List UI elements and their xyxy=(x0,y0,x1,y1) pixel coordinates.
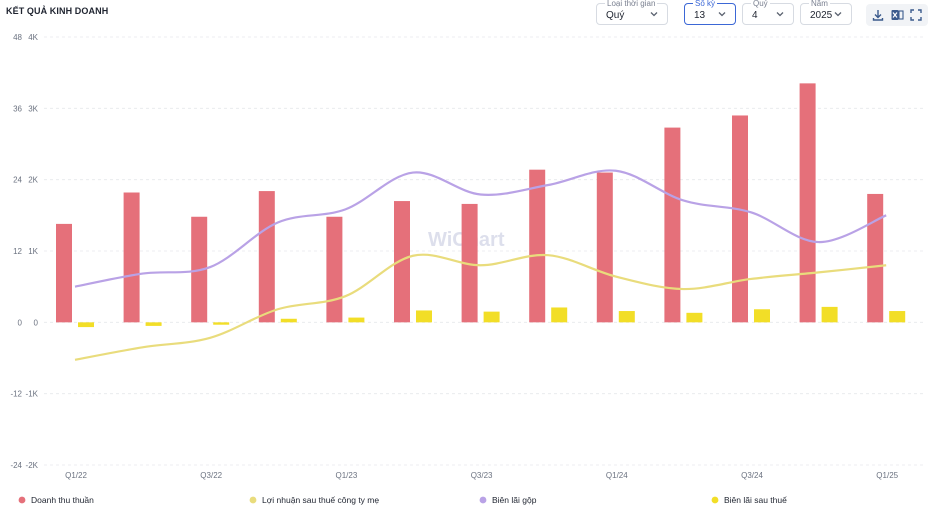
quarter-select[interactable]: Quý 4 xyxy=(742,0,794,25)
revenue-bar xyxy=(799,83,816,323)
left-axis-tick-label: -12 xyxy=(10,390,22,399)
left-axis-tick-label: 12 xyxy=(13,247,22,256)
legend-label: Doanh thu thuần xyxy=(31,495,94,505)
revenue-bar xyxy=(596,172,613,323)
x-axis-tick-label: Q1/23 xyxy=(336,471,358,480)
net-margin-bar xyxy=(551,307,568,323)
chevron-down-icon xyxy=(834,12,842,17)
x-axis-tick-label: Q3/23 xyxy=(471,471,493,480)
chevron-down-icon xyxy=(718,12,726,17)
excel-icon[interactable] xyxy=(889,7,905,23)
revenue-bar xyxy=(664,127,681,323)
net-margin-bar xyxy=(686,312,703,323)
left-axis-tick-label: 0 xyxy=(18,318,23,327)
x-axis-tick-label: Q3/22 xyxy=(200,471,222,480)
net-margin-bar xyxy=(280,318,297,323)
chevron-down-icon xyxy=(776,12,784,17)
period-count-value: 13 xyxy=(694,10,706,21)
quarter-label: Quý xyxy=(751,0,770,8)
x-axis-tick-label: Q1/22 xyxy=(65,471,87,480)
period-count-select[interactable]: Số kỳ 13 xyxy=(684,0,736,25)
chevron-down-icon xyxy=(650,12,658,17)
net-margin-bar xyxy=(416,310,432,323)
net-margin-bar xyxy=(618,311,635,323)
left-axis-tick-label: 48 xyxy=(13,33,22,42)
right-axis-tick-label: -2K xyxy=(26,461,39,470)
net-margin-bar xyxy=(754,309,770,323)
net-margin-bar xyxy=(821,306,838,323)
legend-label: Biên lãi sau thuế xyxy=(724,495,787,505)
legend-marker xyxy=(479,496,487,504)
net-margin-bar xyxy=(145,322,162,326)
right-axis-tick-label: 0 xyxy=(34,318,39,327)
year-select[interactable]: Năm 2025 xyxy=(800,0,852,25)
download-icon[interactable] xyxy=(870,7,886,23)
x-axis-tick-label: Q3/24 xyxy=(741,471,763,480)
revenue-bar xyxy=(56,223,72,323)
legend-label: Lợi nhuận sau thuế công ty mẹ xyxy=(262,495,379,505)
left-axis-tick-label: 36 xyxy=(13,104,22,113)
net-margin-bar xyxy=(348,317,365,323)
period-count-label: Số kỳ xyxy=(693,0,718,8)
revenue-bar xyxy=(867,193,884,323)
right-axis-tick-label: 1K xyxy=(28,247,38,256)
period-type-value: Quý xyxy=(606,10,625,21)
legend-marker xyxy=(18,496,26,504)
right-axis-tick-label: 3K xyxy=(28,104,38,113)
bars xyxy=(56,83,906,328)
revenue-bar xyxy=(258,191,275,323)
grid-lines xyxy=(44,36,926,466)
right-axis-tick-label: 4K xyxy=(28,33,38,42)
net-margin-bar xyxy=(483,311,500,323)
revenue-bar xyxy=(123,192,140,323)
net-margin-bar xyxy=(78,322,94,328)
period-type-select[interactable]: Loại thời gian Quý xyxy=(596,0,668,25)
net-margin-bar xyxy=(213,322,230,325)
legend-marker xyxy=(249,496,257,504)
left-axis-tick-label: -24 xyxy=(10,461,22,470)
right-axis-tick-label: 2K xyxy=(28,176,38,185)
legend: Doanh thu thuần Lợi nhuận sau thuế công t… xyxy=(18,495,787,505)
legend-label: Biên lãi gộp xyxy=(492,495,537,505)
revenue-bar xyxy=(732,115,748,323)
right-axis: 4K 3K 2K 1K 0 -1K -2K xyxy=(26,33,39,470)
period-type-label: Loại thời gian xyxy=(605,0,658,8)
x-axis: Q1/22 Q3/22 Q1/23 Q3/23 Q1/24 Q3/24 Q1/25 xyxy=(65,471,899,480)
right-axis-tick-label: -1K xyxy=(26,390,39,399)
left-axis-tick-label: 24 xyxy=(13,176,22,185)
x-axis-tick-label: Q1/25 xyxy=(876,471,898,480)
fullscreen-icon[interactable] xyxy=(908,7,924,23)
revenue-bar xyxy=(394,201,410,323)
profit-line xyxy=(74,253,887,361)
quarter-value: 4 xyxy=(752,10,758,21)
chart-toolbar xyxy=(866,4,928,26)
revenue-bar xyxy=(529,169,546,323)
net-margin-bar xyxy=(889,311,906,323)
lines xyxy=(74,169,887,361)
chart-title: KẾT QUẢ KINH DOANH xyxy=(6,6,109,16)
left-axis: 48 36 24 12 0 -12 -24 xyxy=(10,33,22,470)
gross-margin-line xyxy=(74,169,887,288)
legend-marker xyxy=(711,496,719,504)
year-label: Năm xyxy=(809,0,830,8)
revenue-bar xyxy=(326,216,343,323)
year-value: 2025 xyxy=(810,10,833,21)
x-axis-tick-label: Q1/24 xyxy=(606,471,628,480)
